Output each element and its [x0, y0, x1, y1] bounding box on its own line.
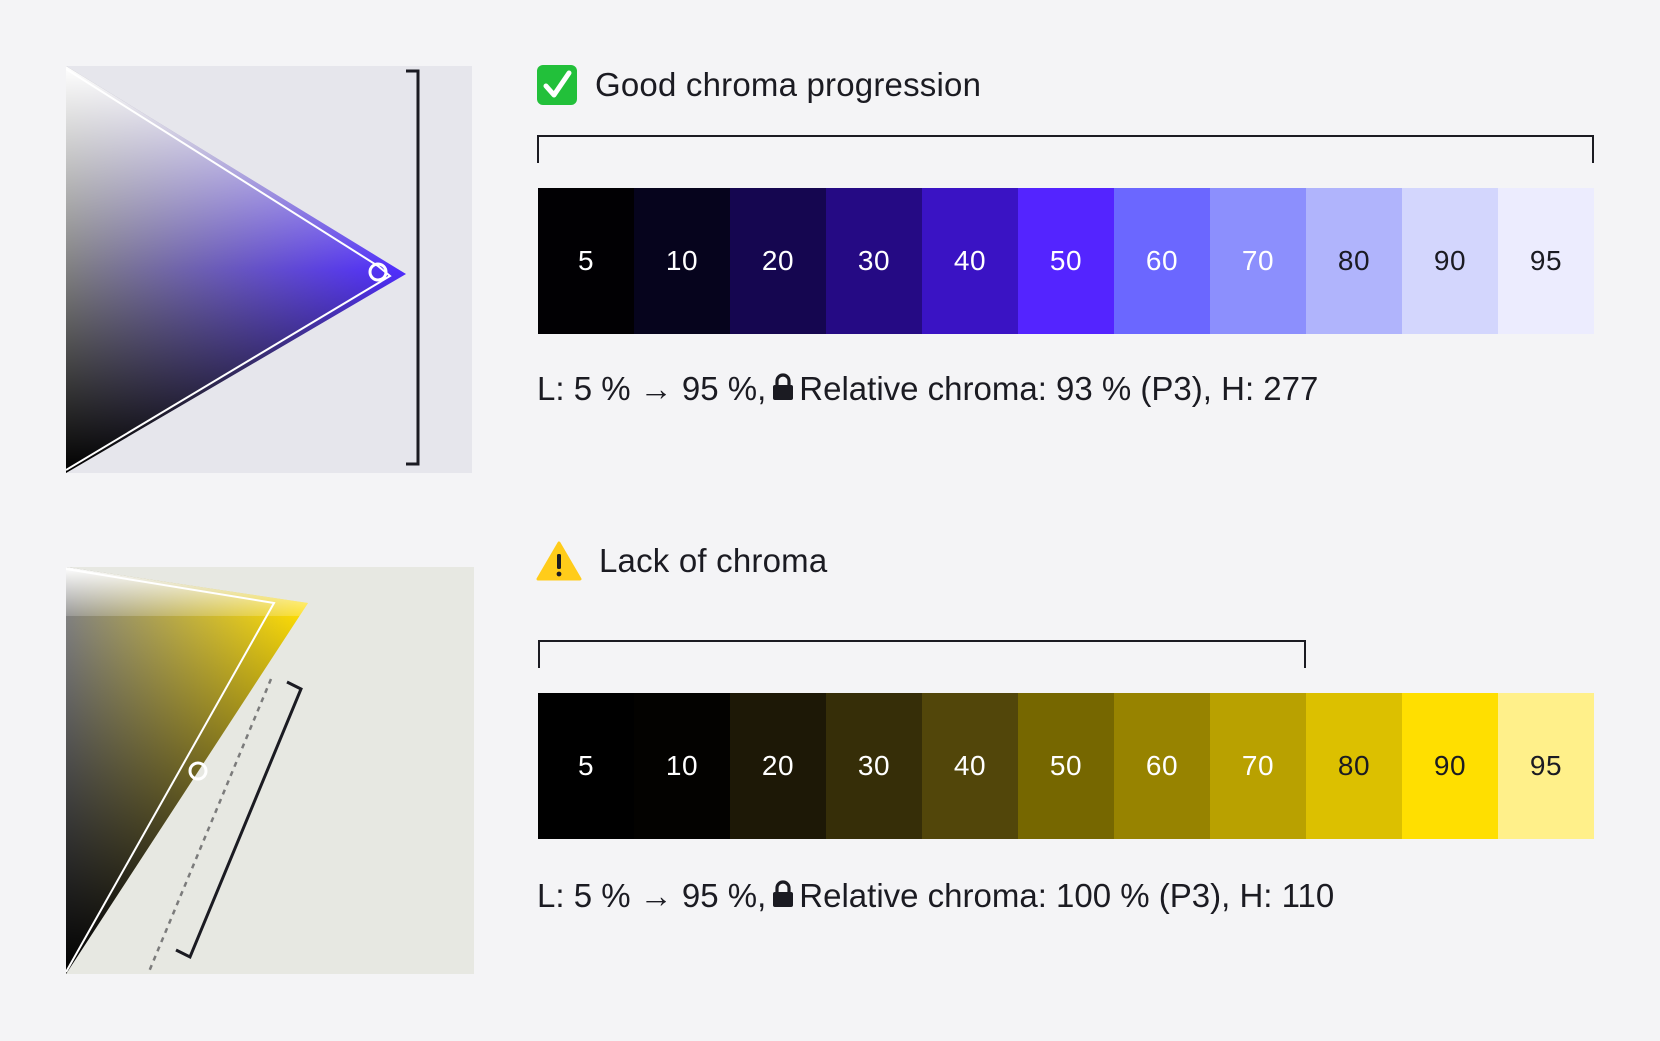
swatch-50: 50	[1018, 693, 1114, 839]
swatch-label: 30	[857, 750, 891, 781]
swatch-label: 90	[1433, 245, 1467, 276]
color-scale: 5 10 20 30 40 50 60 70 80 90 95	[538, 693, 1594, 839]
swatch-80: 80	[1306, 693, 1402, 839]
swatch-30: 30	[826, 188, 922, 334]
swatch-95: 95	[1498, 693, 1594, 839]
chroma-and-hue: Relative chroma: 93 % (P3), H: 277	[799, 370, 1319, 407]
swatch-label: 5	[577, 750, 595, 781]
swatch-label: 10	[665, 750, 699, 781]
chroma-path	[66, 568, 276, 973]
swatch-label: 60	[1145, 245, 1179, 276]
range-bracket	[406, 69, 420, 466]
swatch-label: 40	[953, 245, 987, 276]
check-icon	[536, 64, 578, 106]
section-header: Good chroma progression	[536, 64, 981, 106]
chroma-point	[188, 761, 208, 781]
swatch-90: 90	[1402, 693, 1498, 839]
swatch-5: 5	[538, 188, 634, 334]
swatch-70: 70	[1210, 188, 1306, 334]
good-chroma-example: Good chroma progression 5 10 20 30 40 50 60 70 8…	[0, 0, 1660, 510]
lightness-range: L: 5 % → 95 %,	[537, 370, 767, 407]
gamut-limit-line	[146, 678, 273, 974]
swatch-60: 60	[1114, 188, 1210, 334]
gamut-shape	[66, 567, 308, 974]
swatch-30: 30	[826, 693, 922, 839]
swatch-label: 50	[1049, 245, 1083, 276]
chroma-path	[66, 68, 392, 471]
swatch-20: 20	[730, 188, 826, 334]
swatch-40: 40	[922, 693, 1018, 839]
swatch-80: 80	[1306, 188, 1402, 334]
swatch-10: 10	[634, 693, 730, 839]
swatch-label: 70	[1241, 245, 1275, 276]
lightness-range: L: 5 % → 95 %,	[537, 877, 767, 914]
gamut-shape	[66, 66, 406, 473]
swatch-50: 50	[1018, 188, 1114, 334]
swatch-5: 5	[538, 693, 634, 839]
swatch-10: 10	[634, 188, 730, 334]
swatch-label: 60	[1145, 750, 1179, 781]
swatch-60: 60	[1114, 693, 1210, 839]
chroma-range-bracket	[537, 135, 1594, 163]
swatch-label: 95	[1529, 245, 1563, 276]
swatch-label: 90	[1433, 750, 1467, 781]
gamut-diagram-blue	[66, 66, 472, 473]
swatch-label: 80	[1337, 750, 1371, 781]
section-title: Lack of chroma	[599, 542, 828, 579]
section-title: Good chroma progression	[595, 66, 982, 103]
gamut-diagram-yellow	[66, 567, 474, 974]
swatch-label: 30	[857, 245, 891, 276]
swatch-70: 70	[1210, 693, 1306, 839]
range-bracket	[175, 680, 303, 960]
swatch-20: 20	[730, 693, 826, 839]
formula-text: L: 5 % → 95 %, Relative chroma: 100 % (P…	[537, 877, 1334, 915]
swatch-40: 40	[922, 188, 1018, 334]
warning-icon	[536, 540, 582, 582]
swatch-label: 20	[761, 750, 795, 781]
lock-icon	[772, 880, 794, 908]
swatch-label: 70	[1241, 750, 1275, 781]
swatch-90: 90	[1402, 188, 1498, 334]
chroma-and-hue: Relative chroma: 100 % (P3), H: 110	[799, 877, 1335, 914]
formula-text: L: 5 % → 95 %, Relative chroma: 93 % (P3…	[537, 370, 1318, 408]
swatch-label: 20	[761, 245, 795, 276]
swatch-label: 80	[1337, 245, 1371, 276]
chroma-point	[368, 262, 388, 282]
swatch-label: 10	[665, 245, 699, 276]
section-header: Lack of chroma	[536, 540, 827, 582]
swatch-label: 5	[577, 245, 595, 276]
lack-of-chroma-example: Lack of chroma 5 10 20 30 40 50 60 70 80 90 95 L: …	[0, 505, 1660, 1041]
swatch-label: 40	[953, 750, 987, 781]
swatch-label: 50	[1049, 750, 1083, 781]
swatch-95: 95	[1498, 188, 1594, 334]
color-scale: 5 10 20 30 40 50 60 70 80 90 95	[538, 188, 1594, 334]
swatch-label: 95	[1529, 750, 1563, 781]
lock-icon	[772, 373, 794, 401]
chroma-range-bracket	[538, 640, 1306, 668]
